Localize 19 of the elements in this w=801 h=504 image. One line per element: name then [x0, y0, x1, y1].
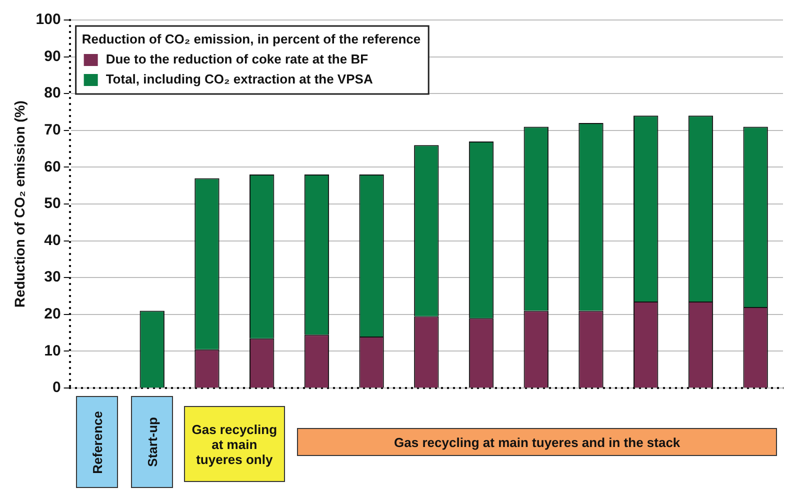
legend-label: Total, including CO₂ extraction at the VPSA [106, 72, 374, 87]
y-tick-label: 10 [44, 342, 61, 360]
y-tick-label: 20 [44, 306, 61, 323]
y-axis-title: Reduction of CO₂ emission (%) [11, 100, 28, 308]
y-tick-label: 30 [44, 268, 61, 286]
y-tick-label: 0 [52, 379, 61, 396]
text: Start-up [144, 417, 160, 467]
text: Gas recycling at main tuyeres and in the stack [297, 428, 777, 456]
y-tick-label: 100 [36, 11, 61, 28]
y-tick-label: 40 [44, 232, 61, 249]
text: Reference [90, 410, 105, 474]
y-tick-label: 90 [44, 48, 61, 65]
legend-label: Due to the reduction of coke rate at the BF [106, 52, 368, 67]
y-tick-label: 50 [44, 195, 61, 212]
y-tick-label: 70 [44, 122, 61, 139]
y-tick-label: 60 [44, 158, 61, 176]
text: Gas recycling at main tuyeres only [184, 406, 286, 482]
legend-title: Reduction of CO₂ emission, in percent of the reference [82, 32, 421, 47]
y-tick-label: 80 [44, 84, 61, 102]
